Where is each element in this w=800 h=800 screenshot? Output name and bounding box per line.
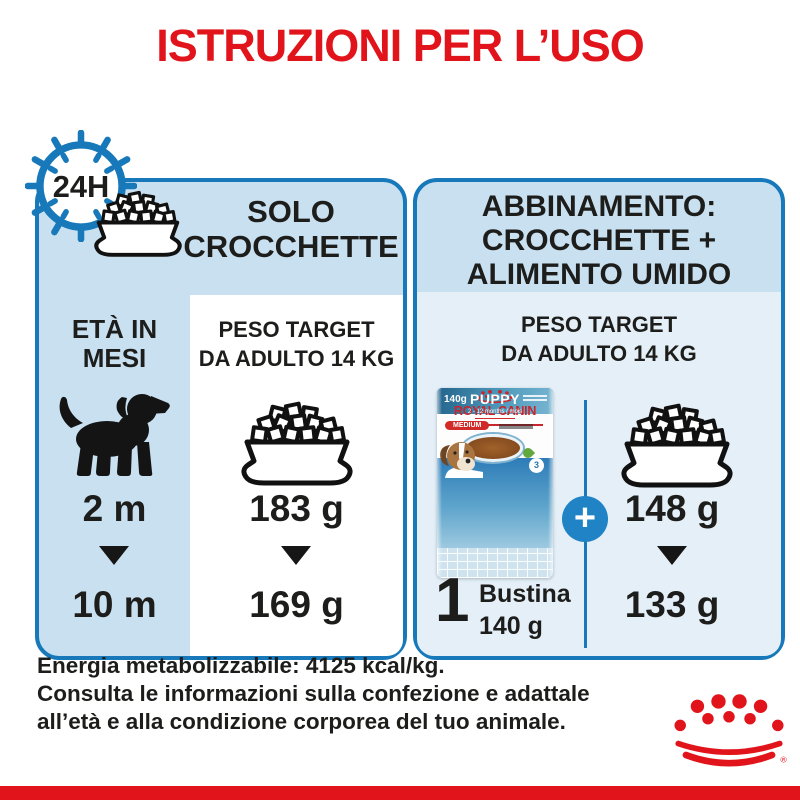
kibble-amount-to: 169 g [249,584,344,625]
kibble-bowl-icon [621,403,733,488]
right-weight-label-line2: DA ADULTO 14 KG [501,341,697,366]
age-from-value: 2 m [82,488,147,529]
right-panel-title-line3: ALIMENTO UMIDO [466,258,732,291]
bottom-red-bar [0,786,800,800]
right-panel-title: ABBINAMENTO: CROCCHETTE + ALIMENTO UMIDO [423,190,775,292]
pouch-brand-name: ROYAL CANIN [453,404,537,418]
left-panel-title-line2: CROCCHETTE [183,229,399,264]
mixed-kibble-from: 148 g [624,488,720,529]
pouch-brand-rule [447,424,543,426]
right-panel-title-line1: ABBINAMENTO: [481,190,717,223]
registered-trademark: ® [780,755,787,765]
kibble-bowl-icon [241,401,353,486]
pouch-size-badge: MEDIUM [445,421,490,430]
royal-canin-crown-logo: ® [674,694,787,767]
puppy-silhouette-icon [59,394,170,476]
down-arrow-icon [281,546,311,565]
pouch-gusset [437,388,442,578]
plus-icon: + [562,496,608,542]
page-title: ISTRUZIONI PER L’USO [156,20,645,71]
footer-line3: all’età e alla condizione corporea del t… [37,709,566,734]
pouch-gusset [548,388,553,578]
left-panel-title-line1: SOLO [247,194,335,229]
pouch-age-range: 2 - 12 months / mois [467,409,523,415]
footer-note: Energia metabolizzabile: 4125 kcal/kg. C… [37,652,677,736]
pouch-unit: Bustina [479,580,571,608]
pouch-weight-label: 140g [444,394,467,405]
pouch-bottom-band [437,548,553,578]
weight-label-line2: DA ADULTO 14 KG [198,346,395,371]
pouch-badge-3: 3 [529,458,544,473]
right-weight-label-line1: PESO TARGET [520,312,678,337]
right-panel-title-line2: CROCCHETTE + [481,224,717,257]
mixed-feeding-panel: ABBINAMENTO: CROCCHETTE + ALIMENTO UMIDO… [413,178,785,660]
royal-canin-crown-mini-icon [477,390,513,403]
left-panel-title: SOLO CROCCHETTE [179,194,403,264]
footer-line1: Energia metabolizzabile: 4125 kcal/kg. [37,653,445,678]
down-arrow-icon [657,546,687,565]
age-to-value: 10 m [72,584,157,625]
pouch-size-fineprint-decoration [499,424,533,429]
weight-label-line1: PESO TARGET [218,317,375,342]
weight-column-label: PESO TARGET DA ADULTO 14 KG [190,315,403,373]
footer-line2: Consulta le informazioni sulla confezion… [37,681,590,706]
mixed-kibble-to: 133 g [624,584,720,625]
24h-label: 24H [53,169,109,204]
kibble-bowl-icon [94,190,182,257]
age-label-line2: MESI [82,343,147,373]
pouch-count: 1 [435,566,470,635]
pouch-fineprint-decoration [523,393,547,403]
pouch-product-name: PUPPY [470,391,520,407]
pouch-puppy-photo [440,442,483,478]
kibble-only-panel: 24H SOLO CROCCHETTE [25,130,407,660]
age-column-label: ETÀ IN MESI [39,315,190,373]
kibble-amount-from: 183 g [249,488,344,529]
pouch-top-band [437,388,553,414]
right-weight-label: PESO TARGET DA ADULTO 14 KG [417,310,781,368]
pouch-age-rule [475,418,515,419]
wet-food-pouch: 140g ROYAL CANIN PUPPY 2 - 12 months / m… [437,388,553,578]
pouch-serving-weight: 140 g [479,612,543,640]
age-label-line1: ETÀ IN [71,314,158,344]
down-arrow-icon [99,546,129,565]
